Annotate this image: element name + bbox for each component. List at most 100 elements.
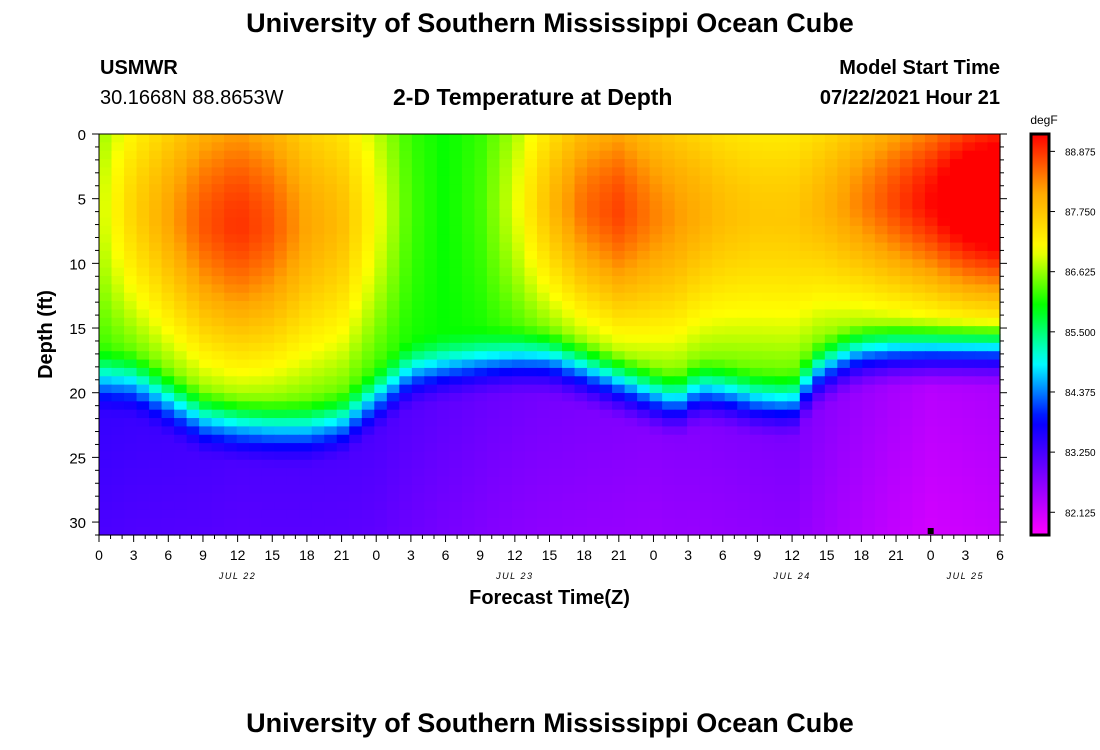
heatmap-cell (712, 384, 726, 394)
heatmap-cell (536, 292, 551, 302)
heatmap-cell (361, 426, 375, 436)
heatmap-cell (987, 250, 1001, 260)
heatmap-cell (737, 334, 751, 344)
heatmap-cell (436, 484, 450, 494)
heatmap-cell (762, 418, 776, 427)
heatmap-cell (749, 342, 763, 352)
heatmap-cell (274, 309, 288, 319)
heatmap-cell (286, 334, 300, 344)
heatmap-cell (849, 476, 863, 486)
heatmap-cell (411, 167, 425, 177)
heatmap-cell (687, 134, 701, 143)
heatmap-cell (99, 384, 113, 394)
heatmap-cell (837, 326, 851, 336)
heatmap-cell (624, 476, 638, 486)
heatmap-cell (224, 292, 238, 302)
heatmap-cell (699, 392, 713, 402)
heatmap-cell (324, 334, 338, 344)
heatmap-cell (824, 150, 838, 160)
heatmap-cell (224, 267, 238, 277)
heatmap-cell (286, 242, 300, 252)
heatmap-cell (349, 351, 363, 361)
heatmap-cell (136, 384, 150, 394)
heatmap-cell (849, 259, 863, 269)
heatmap-cell (874, 476, 888, 486)
heatmap-cell (374, 501, 388, 511)
heatmap-cell (587, 501, 601, 511)
heatmap-cell (737, 493, 751, 503)
heatmap-cell (199, 242, 213, 252)
heatmap-cell (274, 217, 288, 227)
heatmap-cell (236, 284, 250, 294)
heatmap-cell (662, 276, 676, 285)
heatmap-cell (411, 359, 425, 369)
heatmap-cell (474, 184, 488, 194)
heatmap-cell (949, 426, 964, 436)
heatmap-cell (261, 184, 275, 194)
heatmap-cell (974, 367, 989, 377)
heatmap-cell (449, 493, 463, 503)
heatmap-cell (174, 200, 188, 210)
heatmap-cell (111, 493, 125, 503)
heatmap-cell (124, 501, 138, 511)
heatmap-cell (812, 526, 826, 536)
heatmap-cell (749, 484, 763, 494)
heatmap-cell (236, 401, 250, 411)
heatmap-cell (712, 484, 726, 494)
heatmap-cell (436, 459, 450, 469)
heatmap-cell (549, 175, 563, 185)
heatmap-cell (674, 175, 688, 185)
heatmap-cell (662, 200, 676, 210)
heatmap-cell (899, 434, 913, 444)
heatmap-cell (937, 509, 951, 519)
heatmap-cell (712, 409, 726, 419)
heatmap-cell (149, 242, 163, 252)
heatmap-cell (149, 443, 163, 453)
heatmap-cell (849, 418, 863, 427)
heatmap-cell (399, 142, 413, 152)
heatmap-cell (136, 217, 150, 227)
heatmap-cell (336, 217, 350, 227)
heatmap-cell (211, 409, 225, 419)
heatmap-cell (599, 384, 613, 394)
heatmap-cell (637, 426, 651, 436)
heatmap-cell (612, 342, 626, 352)
heatmap-cell (587, 209, 601, 219)
heatmap-cell (99, 334, 113, 344)
heatmap-cell (562, 317, 576, 327)
heatmap-cell (899, 309, 913, 319)
heatmap-cell (524, 200, 538, 210)
y-axis-title: Depth (ft) (35, 290, 57, 379)
date-label: JUL 24 (772, 571, 810, 581)
heatmap-cell (124, 392, 138, 402)
heatmap-cell (674, 250, 688, 260)
heatmap-cell (787, 150, 801, 160)
heatmap-cell (574, 342, 588, 352)
heatmap-cell (386, 484, 400, 494)
heatmap-cell (962, 250, 976, 260)
heatmap-cell (749, 267, 763, 277)
heatmap-cell (874, 267, 888, 277)
heatmap-cell (236, 242, 250, 252)
heatmap-cell (486, 518, 501, 528)
heatmap-cell (749, 217, 763, 227)
heatmap-cell (912, 376, 926, 386)
heatmap-cell (712, 175, 726, 185)
heatmap-cell (249, 192, 263, 202)
heatmap-cell (587, 309, 601, 319)
heatmap-cell (849, 200, 863, 210)
heatmap-cell (324, 259, 338, 269)
heatmap-cell (862, 209, 876, 219)
heatmap-cell (837, 276, 851, 285)
heatmap-cell (511, 134, 526, 143)
heatmap-cell (737, 326, 751, 336)
heatmap-cell (161, 200, 175, 210)
heatmap-cell (874, 317, 888, 327)
heatmap-cell (311, 409, 325, 419)
heatmap-cell (674, 209, 688, 219)
heatmap-cell (937, 209, 951, 219)
heatmap-cell (249, 476, 263, 486)
heatmap-cell (924, 292, 939, 302)
heatmap-cell (361, 367, 375, 377)
heatmap-cell (974, 493, 989, 503)
